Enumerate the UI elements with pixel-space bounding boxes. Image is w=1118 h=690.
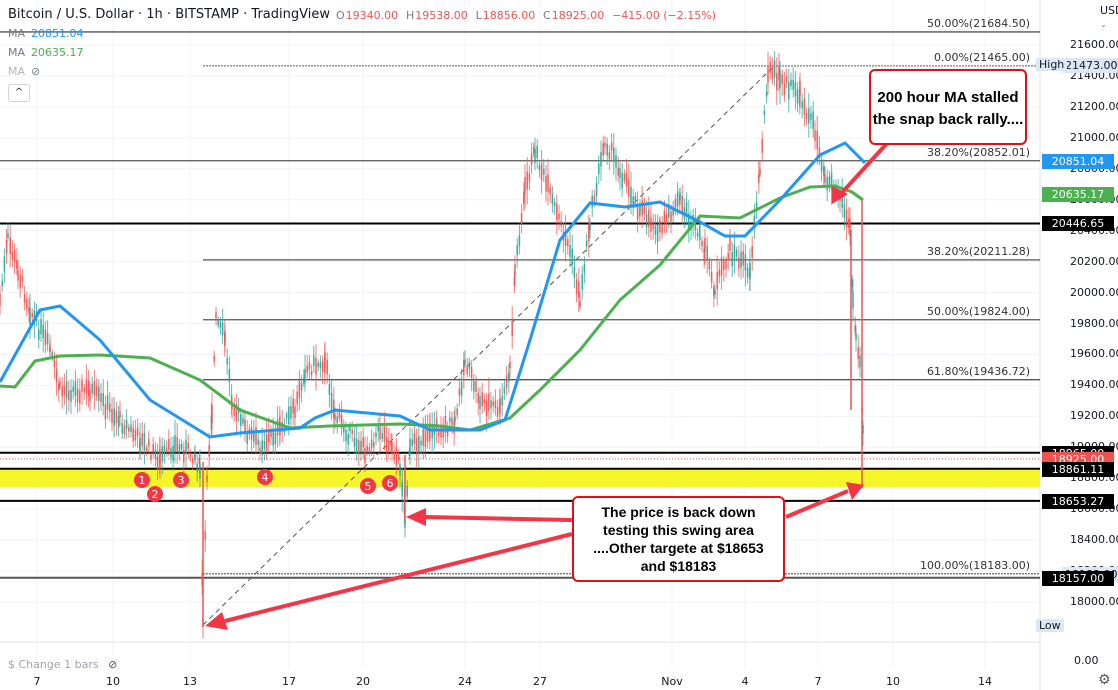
time-tick: 4 (741, 675, 749, 688)
time-tick: 7 (814, 675, 822, 688)
ma-callout: 200 hour MA stalled the snap back rally.… (869, 69, 1027, 145)
price-tick: 19800.00 (1070, 316, 1118, 330)
fib-level-label: 0.00%(21465.00) (933, 50, 1030, 64)
price-tick: 20200.00 (1070, 254, 1118, 268)
time-tick: 10 (106, 675, 120, 688)
eye-off-icon[interactable]: ⊘ (31, 65, 41, 78)
swing-zone (0, 469, 1040, 487)
price-tick: 21000.00 (1070, 130, 1118, 144)
annotation-arrows (205, 138, 892, 630)
swing-markers: 12 3 4 5 6 (134, 469, 398, 502)
price-tag-ma-green: 20635.17 (1042, 187, 1114, 203)
fib-level-label: 100.00%(18183.00) (919, 558, 1030, 572)
svg-text:3: 3 (178, 474, 185, 487)
price-tick: 18400.00 (1070, 533, 1118, 547)
candlesticks (0, 51, 864, 639)
price-tick: 20000.00 (1070, 285, 1118, 299)
swing-marker: 3 (173, 472, 189, 488)
price-change: −415.00 (−2.15%) (612, 8, 717, 22)
time-tick: 27 (533, 675, 547, 688)
svg-text:2: 2 (152, 488, 159, 501)
chevron-down-icon: ⌄ (1100, 20, 1107, 29)
price-tag-line: 20446.65 (1042, 216, 1114, 232)
time-tick: 7 (33, 675, 41, 688)
svg-text:6: 6 (387, 477, 394, 490)
indicator-pane-value: 0.00 (1074, 654, 1099, 667)
swing-marker: 4 (257, 469, 273, 485)
swing-callout: The price is back down testing this swin… (572, 496, 785, 582)
fib-level-label: 38.20%(20852.01) (926, 145, 1030, 159)
price-tag-line: 18157.00 (1042, 570, 1114, 586)
price-tick: 21200.00 (1070, 99, 1118, 113)
symbol-title[interactable]: Bitcoin / U.S. Dollar · 1h · BITSTAMP · … (8, 7, 330, 22)
indicator-ma-1[interactable]: MA 20851.04 (8, 27, 84, 40)
chart-legend: Bitcoin / U.S. Dollar · 1h · BITSTAMP · … (8, 5, 720, 81)
price-tick: 18000.00 (1070, 595, 1118, 608)
price-tag-line: 18653.27 (1042, 493, 1114, 509)
chevron-up-icon: ^ (14, 87, 24, 98)
price-tick: 19600.00 (1070, 347, 1118, 361)
fib-level-label: 50.00%(21684.50) (926, 16, 1030, 30)
high-label: High (1036, 58, 1068, 71)
price-tick: 19400.00 (1070, 378, 1118, 392)
svg-text:1: 1 (139, 474, 146, 487)
price-tick: 19200.00 (1070, 409, 1118, 423)
low-label: Low (1036, 619, 1064, 632)
indicator-ma-2[interactable]: MA 20635.17 (8, 46, 84, 59)
ma-100-line (0, 141, 867, 439)
gear-icon[interactable]: ⚙ (1098, 672, 1111, 688)
fib-level-label: 50.00%(19824.00) (926, 304, 1030, 318)
swing-marker: 1 (134, 472, 150, 488)
swing-marker: 2 (147, 486, 163, 502)
time-tick: 17 (282, 675, 296, 688)
collapse-legend-button[interactable]: ^ (8, 84, 30, 102)
currency-selector[interactable]: USD ⌄ (1100, 4, 1118, 29)
ohlc-values: O19340.00 H19538.00 L18856.00 C18925.00 … (335, 8, 717, 22)
time-tick: 10 (886, 675, 900, 688)
indicator-ma-3[interactable]: MA ⊘ (8, 65, 41, 78)
bottom-indicator[interactable]: $ Change 1 bars ⊘ (8, 658, 118, 671)
time-tick: 20 (356, 675, 370, 688)
time-tick: 13 (183, 675, 197, 688)
price-tag-high: 21473.00 (1062, 57, 1118, 73)
svg-text:5: 5 (365, 480, 372, 493)
fib-level-label: 38.20%(20211.28) (926, 244, 1030, 258)
time-tick: 14 (978, 675, 992, 688)
time-tick: 24 (458, 675, 472, 688)
price-tag-ma-blue: 20851.04 (1042, 153, 1114, 169)
fib-trend-line (202, 66, 774, 626)
swing-marker: 6 (382, 475, 398, 491)
price-tag-line: 18861.11 (1042, 461, 1114, 477)
fib-level-label: 61.80%(19436.72) (926, 364, 1030, 378)
time-tick: Nov (661, 675, 683, 688)
price-tick: 21600.00 (1070, 38, 1118, 51)
eye-off-icon[interactable]: ⊘ (108, 658, 118, 671)
svg-text:4: 4 (262, 471, 269, 484)
swing-marker: 5 (360, 478, 376, 494)
